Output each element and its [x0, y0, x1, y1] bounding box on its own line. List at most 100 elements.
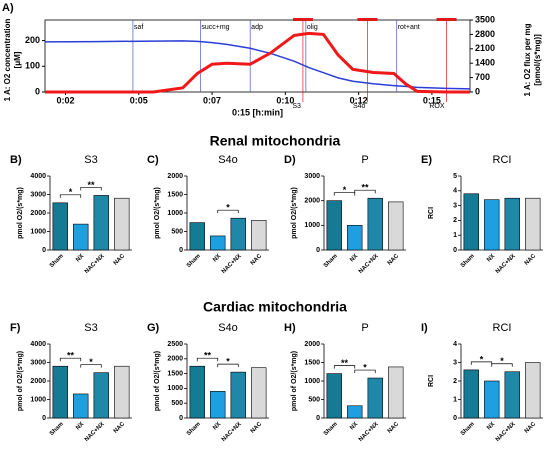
y-axis-label: 1 A: O2 concentration [3, 18, 12, 101]
annotation-label: ROX [429, 103, 445, 110]
x-tick-label: 0:05 [130, 95, 148, 105]
bar [73, 223, 89, 251]
panel-title: RCI [493, 154, 512, 166]
bar [347, 225, 363, 251]
panel-title: S4o [218, 154, 238, 166]
y-tick-label: 500 [171, 400, 183, 407]
bar [251, 220, 267, 251]
significance-bracket [217, 363, 239, 368]
panel-label: C) [147, 154, 159, 166]
significance-bracket [333, 365, 356, 369]
y-tick-label: 2000 [30, 210, 46, 217]
y-tick-label: 0 [35, 86, 40, 96]
x-tick-label: NAC [387, 421, 401, 435]
y-axis-label: pmol of O2/(s*mg) [17, 351, 24, 411]
panel-label: E) [421, 154, 432, 166]
bar [52, 365, 68, 419]
significance-bracket [80, 187, 102, 191]
y-tick-label: 4000 [30, 173, 46, 180]
y-tick-label: 3000 [30, 191, 46, 198]
bar [326, 373, 342, 419]
y-tick-label: 3 [453, 202, 457, 209]
bar [347, 405, 363, 419]
panel-title: S3 [84, 322, 97, 334]
significance-label: * [500, 356, 504, 366]
annotation-marker [292, 18, 313, 21]
y-tick-label: 0 [453, 247, 457, 254]
bar [114, 365, 130, 419]
panel-label: G) [147, 322, 160, 334]
y-tick-label: 0 [316, 247, 320, 254]
event-label: adp [251, 24, 263, 31]
y-tick-label: 4000 [30, 341, 46, 348]
x-tick-label: NAC [524, 421, 538, 435]
bar [210, 391, 226, 419]
y-tick-label: 0 [316, 415, 320, 422]
significance-bracket [354, 369, 376, 374]
y-tick-label: 1500 [304, 359, 320, 366]
x-tick-label: NAC+NX [221, 253, 243, 275]
y-tick-label: 2000 [167, 356, 183, 363]
x-tick-label: NX [75, 253, 85, 263]
bar [484, 380, 500, 419]
y-tick-label: 500 [308, 396, 320, 403]
panel-label: I) [421, 322, 428, 334]
x-tick-label: NAC+NX [221, 421, 243, 443]
panel-label: D) [284, 154, 296, 166]
y-axis-label: [μM] [13, 51, 22, 68]
significance-bracket [333, 192, 356, 196]
x-tick-label: Sham [49, 253, 65, 269]
x-tick-label: 0:02 [57, 95, 75, 105]
y-tick-label: 2 [453, 217, 457, 224]
significance-label: ** [361, 183, 369, 193]
x-tick-label: NAC+NX [84, 253, 106, 275]
y-tick-label: 200 [25, 35, 40, 45]
panel-title: S4o [218, 322, 238, 334]
y-tick-label: 2500 [167, 341, 183, 348]
bar [93, 195, 109, 251]
x-tick-label: NAC [113, 253, 127, 267]
y-tick-label: 1 [453, 396, 457, 403]
x-tick-label: Sham [323, 253, 339, 269]
bar [504, 197, 520, 251]
significance-label: * [226, 203, 230, 213]
data-line [44, 40, 471, 90]
section-heading: Renal mitochondria [210, 133, 341, 149]
x-axis-label: 0:15 [h:min] [232, 107, 283, 117]
x-tick-label: NX [212, 421, 222, 431]
x-tick-label: NAC+NX [358, 421, 380, 443]
panel-label: B) [10, 154, 22, 166]
y-tick-label: 1000 [167, 210, 183, 217]
bar [189, 365, 205, 419]
x-tick-label: NX [212, 253, 222, 263]
y-tick-label: 0 [42, 247, 46, 254]
y-tick-label: 1 [453, 232, 457, 239]
panel-label: F) [10, 322, 21, 334]
bar [189, 222, 205, 251]
significance-bracket [59, 194, 82, 198]
significance-label: * [480, 354, 484, 364]
y2-tick-label: 700 [475, 72, 490, 82]
y-tick-label: 4 [453, 188, 457, 195]
significance-bracket [80, 364, 102, 368]
bar [504, 371, 520, 419]
bar [388, 366, 404, 419]
y-tick-label: 5 [453, 173, 457, 180]
significance-bracket [217, 209, 239, 214]
bar [210, 235, 226, 251]
y-tick-label: 1500 [167, 370, 183, 377]
bar [484, 199, 500, 251]
bar [73, 393, 89, 419]
y-tick-label: 1000 [30, 396, 46, 403]
y2-tick-label: 2100 [475, 43, 495, 53]
panel-label: A) [2, 2, 14, 14]
y-tick-label: 2000 [30, 378, 46, 385]
y2-tick-label: 3500 [475, 14, 495, 24]
significance-label: ** [67, 351, 75, 361]
y-axis-label: RCI [428, 375, 435, 387]
y-tick-label: 3 [453, 359, 457, 366]
y-axis-label: pmol O2/(s*mg) [17, 187, 24, 239]
y-axis-label: RCI [428, 207, 435, 219]
x-tick-label: Sham [186, 421, 202, 437]
